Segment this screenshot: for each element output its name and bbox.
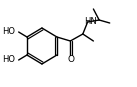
Text: O: O <box>68 56 75 64</box>
Text: HO: HO <box>2 56 15 64</box>
Text: HN: HN <box>84 17 97 25</box>
Text: HO: HO <box>2 27 15 37</box>
